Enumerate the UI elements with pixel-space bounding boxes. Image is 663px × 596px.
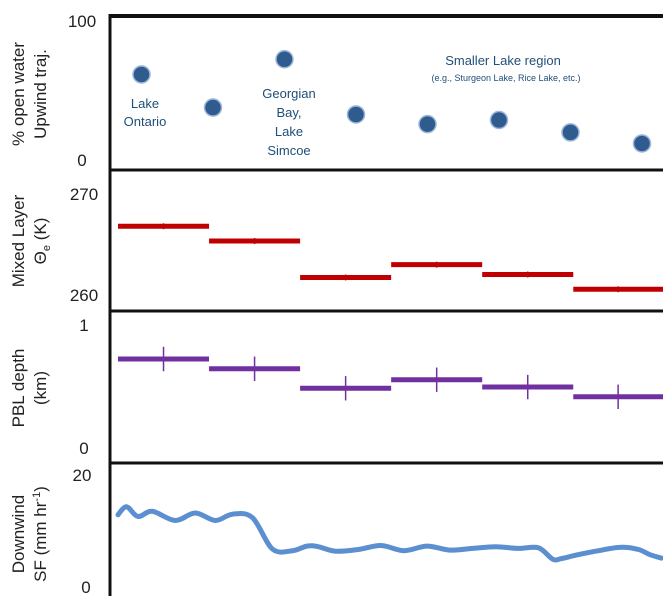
panel3-ylabel-line2: (km) [31,371,50,405]
panel4-ylabel-line1: Downwind [9,495,28,573]
panel2-ylabel-theta: Θ [31,251,50,264]
panel2-ylabel-line2: Θe (K) [31,218,53,265]
panel4-ylabel-sup: -1 [31,492,43,502]
panel3-ytick-0: 0 [79,439,88,458]
panel-theta-e: 270 260 Mixed Layer Θe (K) [9,185,663,305]
panel4-ytick-20: 20 [73,466,92,485]
panel1-ylabel-line1: % open water [9,42,28,146]
annotation-smaller-lakes: Smaller Lake region (e.g., Sturgeon Lake… [431,53,580,83]
panel1-ytick-top: 100 [68,12,96,31]
panel-open-water: 100 0 % open water Upwind traj. Lake Ont… [9,12,652,170]
open-water-point-7 [561,123,580,142]
panel1-ytick-bottom: 0 [77,151,86,170]
annotation-georgian-bay: Georgian Bay, Lake Simcoe [262,86,315,158]
panel-downwind-sf: 20 0 Downwind SF (mm hr-1) [9,466,663,596]
open-water-point-5 [418,114,437,134]
panel3-ylabel-line1: PBL depth [9,349,28,428]
panel4-line-group [115,504,663,563]
panel4-ylabel-main: SF (mm hr [31,501,50,582]
open-water-point-1 [132,65,151,84]
open-water-point-6 [489,110,509,130]
annotation-lake-ontario-line1: Lake [131,96,159,111]
annotation-georgian-bay-line3: Lake [275,124,303,139]
panel4-ytick-0: 0 [81,578,90,596]
annotation-smaller-lakes-sub: (e.g., Sturgeon Lake, Rice Lake, etc.) [431,73,580,83]
snowfall-line [115,504,663,563]
panel4-ylabel-close: ) [31,486,50,492]
annotation-smaller-lakes-title: Smaller Lake region [445,53,561,68]
open-water-point-2 [203,98,223,117]
panel1-ylabel-line2: Upwind traj. [31,49,50,139]
annotation-georgian-bay-line4: Simcoe [267,143,310,158]
panel-pbl-depth: 1 0 PBL depth (km) [9,316,663,458]
annotation-lake-ontario-line2: Ontario [124,114,167,129]
panel1-points [132,50,652,153]
panel2-bars [118,223,663,293]
annotation-georgian-bay-line1: Georgian [262,86,315,101]
annotation-georgian-bay-line2: Bay, [276,105,301,120]
panel2-ylabel-sub: e [41,245,53,251]
open-water-point-3 [275,50,294,69]
open-water-point-4 [346,105,366,124]
annotation-lake-ontario: Lake Ontario [124,96,167,129]
panel2-ylabel-unit: (K) [31,218,50,245]
panel2-ylabel-line1: Mixed Layer [9,194,28,287]
panel3-bars [118,346,663,409]
panel-frames [108,14,663,596]
panel3-ytick-1: 1 [79,316,88,335]
panel2-ytick-270: 270 [70,185,98,204]
panel4-ylabel-line2: SF (mm hr-1) [31,486,50,582]
panel2-ytick-260: 260 [70,286,98,305]
open-water-point-8 [632,134,652,153]
